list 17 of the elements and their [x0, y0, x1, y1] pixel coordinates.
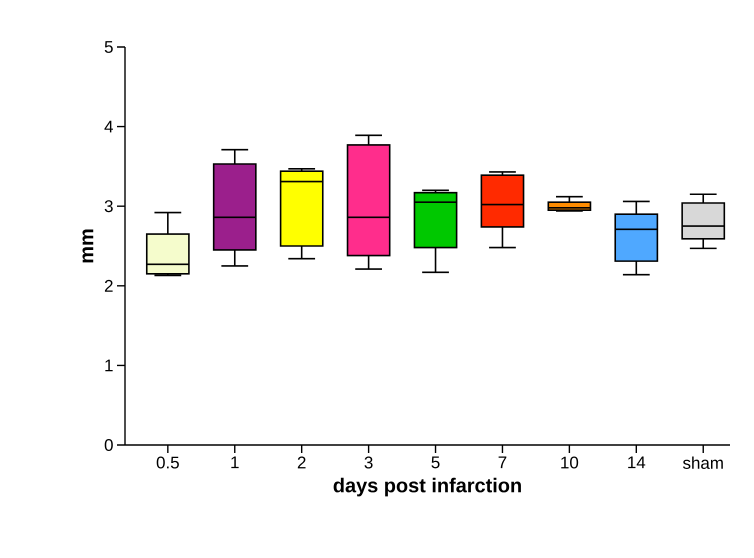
x-tick-label: 7 — [498, 456, 506, 468]
y-tick-label: 2 — [104, 280, 113, 292]
x-tick-label: 3 — [364, 456, 373, 469]
x-tick-label: sham — [682, 456, 723, 469]
x-tick-label: 14 — [628, 456, 646, 468]
y-tick-label: 1 — [105, 360, 113, 372]
y-tick-label: 3 — [104, 200, 113, 212]
x-tick-label: 5 — [431, 456, 440, 468]
y-tick-label: 5 — [104, 41, 113, 53]
y-tick-label: 4 — [104, 120, 113, 132]
x-axis-title: days post infarction — [334, 478, 521, 496]
x-tick-label: 0.5 — [156, 456, 179, 469]
x-tick-label: 10 — [561, 456, 578, 469]
x-tick-label: 1 — [231, 456, 239, 468]
y-tick-label: 0 — [104, 439, 113, 451]
y-axis-title: mm — [82, 230, 94, 262]
x-tick-label: 2 — [298, 456, 306, 468]
